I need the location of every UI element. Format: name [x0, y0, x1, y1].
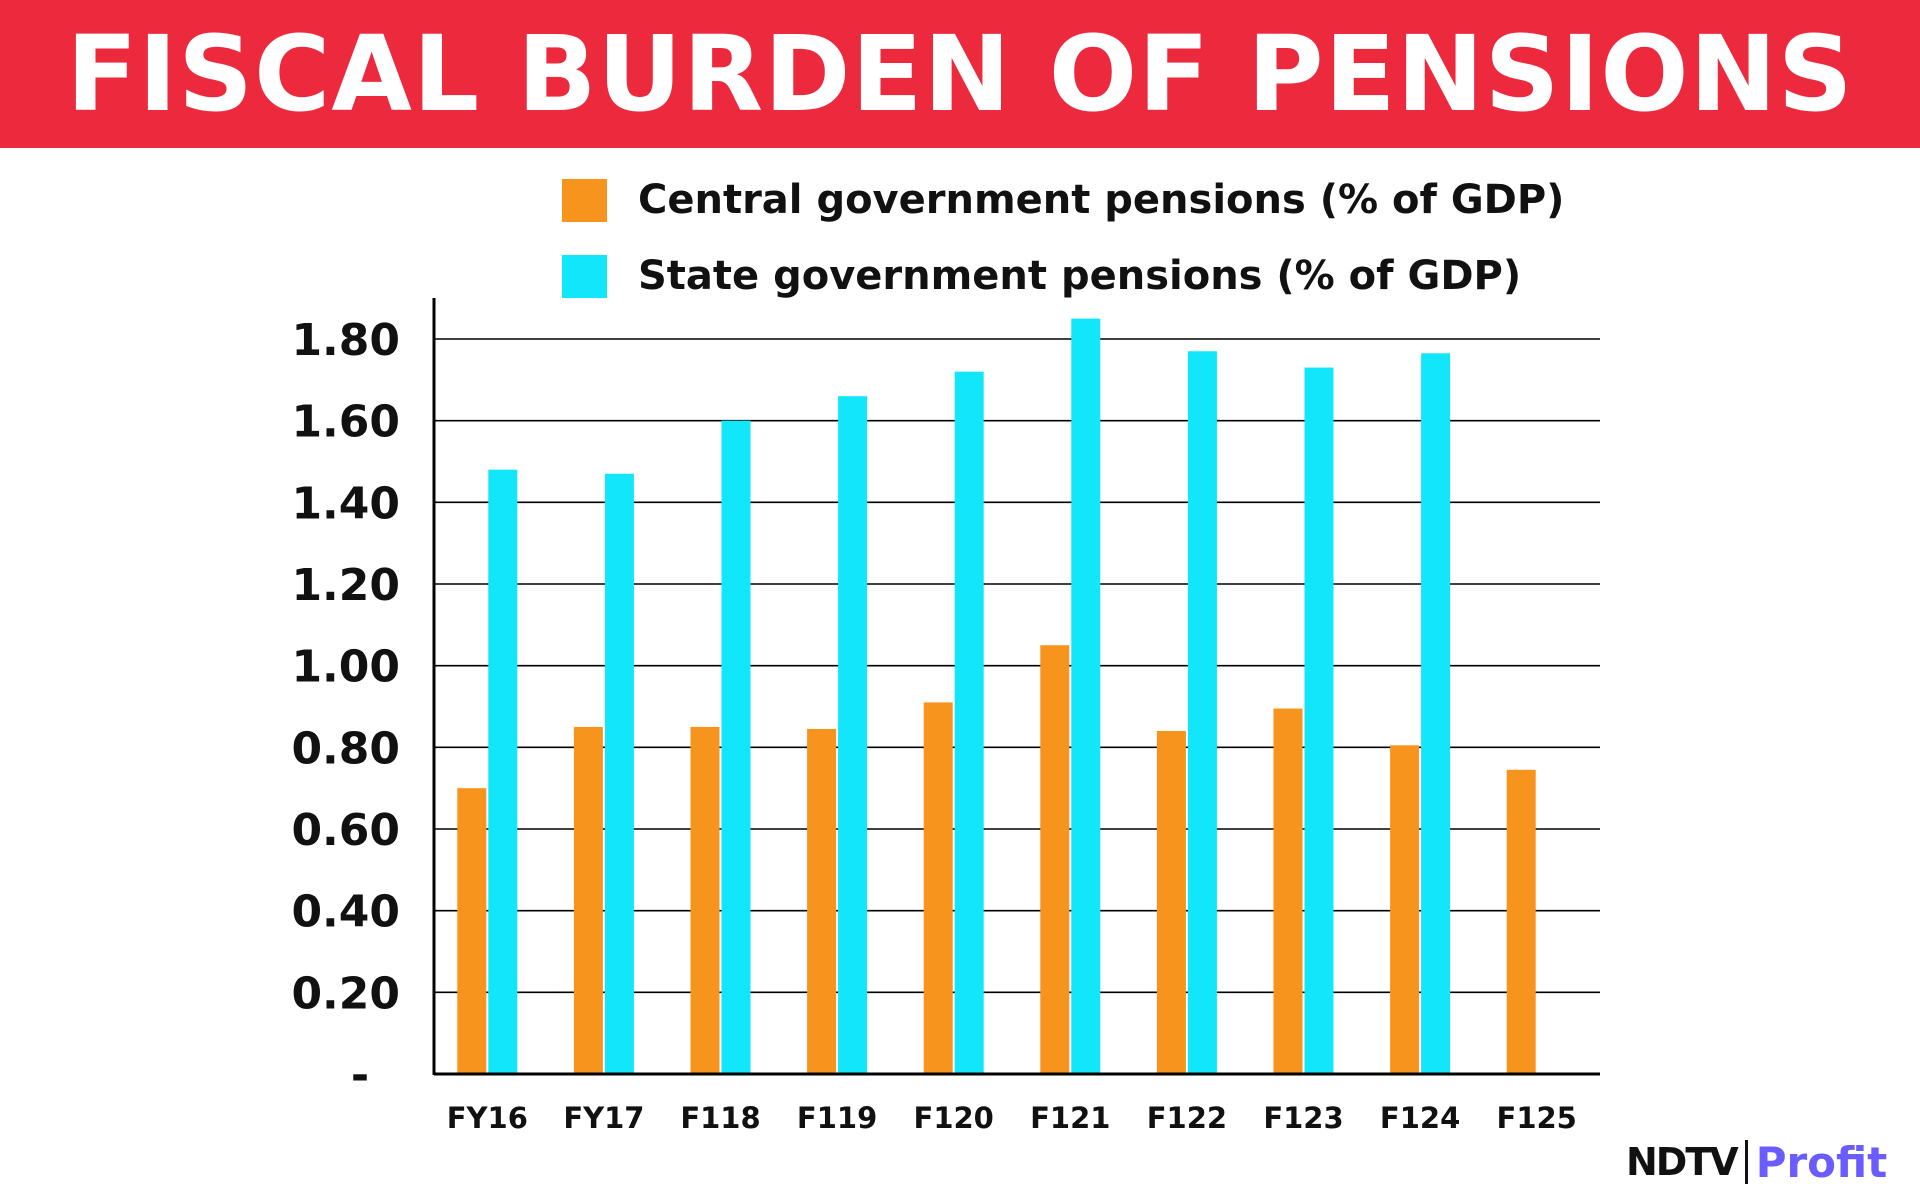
bar-state: [1071, 318, 1101, 1074]
brand-ndtv: NDTV: [1626, 1140, 1739, 1184]
bar-state: [721, 420, 751, 1075]
bar-state: [1421, 353, 1451, 1075]
x-tick-label: FY17: [563, 1101, 644, 1135]
x-tick-label: F122: [1147, 1101, 1227, 1135]
y-tick-label: 0.20: [291, 968, 400, 1019]
bar-central: [690, 726, 720, 1074]
bar-state: [604, 473, 634, 1074]
title-banner: FISCAL BURDEN OF PENSIONS: [0, 0, 1920, 148]
x-tick-label: F124: [1380, 1101, 1460, 1135]
y-tick-label: 1.20: [291, 560, 400, 611]
legend-label-state: State government pensions (% of GDP): [638, 253, 1522, 299]
legend: Central government pensions (% of GDP) S…: [562, 162, 1564, 314]
bar-central: [1390, 745, 1420, 1074]
y-tick-label: 1.40: [291, 478, 400, 529]
brand-logo: NDTV Profit: [1626, 1137, 1888, 1187]
y-tick-label: -: [351, 1050, 369, 1101]
bar-state: [488, 469, 518, 1075]
y-tick-label: 1.80: [291, 315, 400, 366]
x-tick-label: F121: [1030, 1101, 1110, 1135]
y-tick-label: 1.60: [291, 397, 400, 448]
brand-separator: [1744, 1140, 1748, 1184]
legend-swatch-central: [562, 178, 607, 222]
y-tick-label: 0.80: [291, 723, 400, 774]
x-tick-label: F118: [680, 1101, 760, 1135]
brand-profit: Profit: [1755, 1137, 1888, 1187]
bar-central: [923, 702, 953, 1074]
legend-item-state: State government pensions (% of GDP): [562, 238, 1564, 314]
x-tick-label: F125: [1497, 1101, 1577, 1135]
bar-state: [838, 396, 868, 1075]
bar-central: [1506, 769, 1536, 1074]
bar-central: [807, 728, 837, 1074]
bar-central: [1273, 708, 1303, 1074]
legend-swatch-state: [562, 254, 607, 298]
bar-state: [1304, 367, 1334, 1074]
legend-item-central: Central government pensions (% of GDP): [562, 162, 1564, 238]
bar-state: [954, 371, 984, 1075]
legend-label-central: Central government pensions (% of GDP): [638, 177, 1565, 223]
x-tick-label: F120: [914, 1101, 994, 1135]
y-tick-label: 0.60: [291, 805, 400, 856]
bar-central: [1156, 731, 1186, 1074]
x-tick-label: F123: [1263, 1101, 1343, 1135]
y-tick-label: 0.40: [291, 887, 400, 938]
chart-title: FISCAL BURDEN OF PENSIONS: [66, 13, 1854, 135]
bar-central: [573, 726, 603, 1074]
x-tick-label: FY16: [447, 1101, 528, 1135]
x-tick-label: F119: [797, 1101, 877, 1135]
y-tick-label: 1.00: [291, 642, 400, 693]
bar-state: [1187, 351, 1217, 1074]
bar-central: [1040, 645, 1070, 1074]
bar-central: [457, 788, 487, 1074]
